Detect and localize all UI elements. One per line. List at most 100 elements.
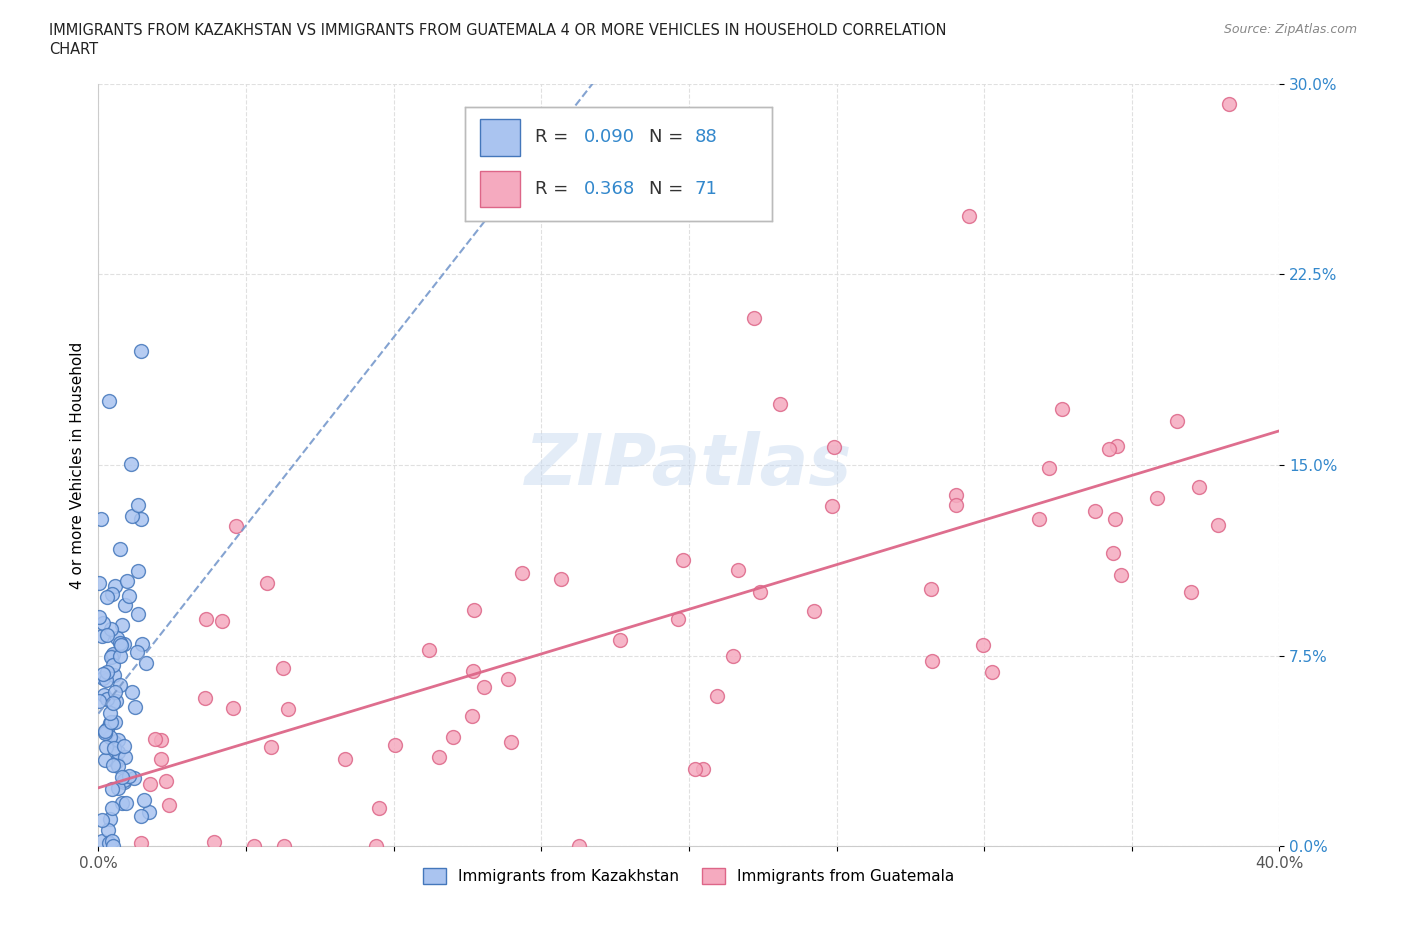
Point (461, 709, 484, 724)
Point (94, 724, 117, 738)
Point (100, 715, 122, 730)
Text: Source: ZipAtlas.com: Source: ZipAtlas.com (1223, 23, 1357, 36)
Point (100, 649, 122, 664)
Point (112, 738, 135, 753)
Point (1098, 442, 1121, 457)
Point (103, 696, 125, 711)
Point (243, 839, 266, 854)
Point (1105, 439, 1128, 454)
Point (550, 571, 572, 586)
Point (194, 691, 217, 706)
Point (221, 700, 243, 715)
Point (202, 834, 225, 849)
Point (820, 498, 842, 513)
Point (87, 694, 110, 709)
Point (107, 781, 129, 796)
Point (87, 609, 110, 624)
Point (803, 604, 825, 618)
Point (93, 687, 115, 702)
Point (112, 772, 135, 787)
Point (195, 611, 218, 626)
Point (98, 812, 121, 827)
Point (103, 668, 125, 683)
Point (683, 762, 706, 777)
Point (101, 646, 124, 661)
Text: IMMIGRANTS FROM KAZAKHSTAN VS IMMIGRANTS FROM GUATEMALA 4 OR MORE VEHICLES IN HO: IMMIGRANTS FROM KAZAKHSTAN VS IMMIGRANTS… (49, 23, 946, 38)
Point (496, 671, 519, 686)
Point (101, 587, 124, 602)
Point (122, 770, 145, 785)
Point (131, 835, 153, 850)
Point (114, 749, 136, 764)
Point (114, 598, 136, 613)
Point (111, 618, 134, 632)
Point (104, 579, 127, 594)
Point (259, 739, 281, 754)
Point (91, 667, 114, 682)
Point (823, 440, 845, 455)
Point (364, 839, 387, 854)
Point (97, 822, 120, 837)
Point (108, 541, 131, 556)
Point (384, 737, 406, 752)
Point (104, 684, 127, 699)
Point (110, 638, 132, 653)
Point (100, 833, 122, 848)
Point (115, 573, 138, 588)
Point (127, 498, 149, 512)
Point (91, 629, 114, 644)
Point (118, 769, 141, 784)
Point (1102, 545, 1125, 560)
Point (225, 518, 247, 533)
Point (1218, 97, 1240, 112)
Point (139, 777, 162, 791)
Point (256, 576, 278, 591)
Point (277, 702, 299, 717)
Point (96, 590, 118, 604)
Point (333, 751, 356, 766)
Point (107, 744, 129, 759)
Point (155, 774, 177, 789)
Point (111, 769, 134, 784)
Point (124, 699, 146, 714)
Point (1208, 518, 1230, 533)
Point (114, 795, 136, 810)
Point (98, 730, 121, 745)
Point (510, 566, 533, 581)
Point (1084, 504, 1107, 519)
Point (129, 512, 152, 526)
Point (980, 665, 1002, 680)
Point (1146, 490, 1168, 505)
Point (1104, 512, 1126, 527)
Point (501, 735, 523, 750)
Point (108, 677, 131, 692)
Point (945, 498, 967, 512)
Point (96, 665, 118, 680)
Point (111, 796, 134, 811)
Point (127, 607, 149, 622)
Point (129, 809, 152, 824)
Text: CHART: CHART (49, 42, 98, 57)
Point (1166, 413, 1188, 428)
Point (769, 396, 792, 411)
Point (103, 757, 125, 772)
Point (157, 798, 180, 813)
Point (96, 673, 118, 688)
Point (211, 613, 233, 628)
Point (105, 631, 128, 645)
Point (441, 729, 464, 744)
Point (131, 637, 153, 652)
Point (427, 750, 450, 764)
Point (666, 611, 689, 626)
Point (418, 643, 440, 658)
Point (945, 488, 967, 503)
Point (1050, 401, 1073, 416)
Point (706, 688, 728, 703)
Point (91, 833, 114, 848)
Point (112, 775, 135, 790)
Point (100, 621, 122, 636)
Point (105, 694, 128, 709)
Point (108, 648, 131, 663)
Point (97, 835, 120, 850)
Point (129, 343, 152, 358)
